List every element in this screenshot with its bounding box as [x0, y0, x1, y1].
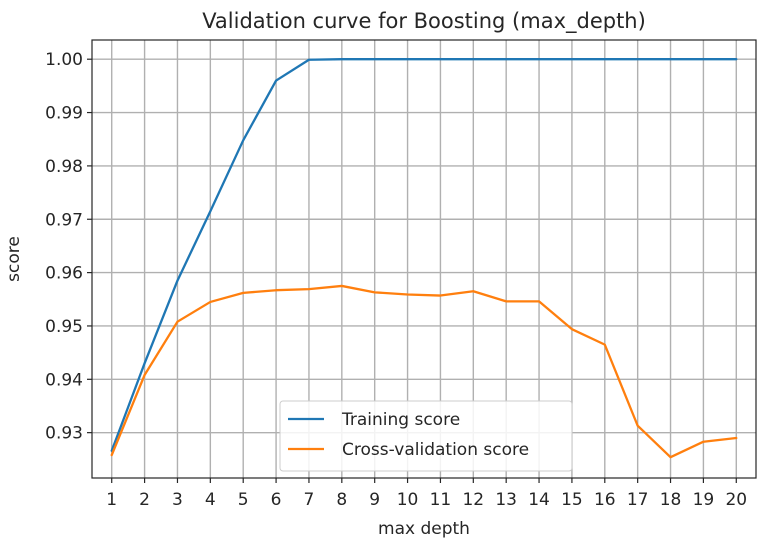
- x-tick-label: 14: [528, 490, 550, 510]
- x-tick-label: 7: [304, 490, 315, 510]
- x-tick-label: 6: [271, 490, 282, 510]
- legend-box: [279, 400, 573, 472]
- y-tick-label: 0.98: [45, 157, 83, 177]
- y-tick-label: 0.99: [45, 104, 83, 124]
- plot-frame: [91, 39, 757, 479]
- y-tick-label: 0.94: [45, 370, 83, 390]
- x-tick-label: 13: [495, 490, 517, 510]
- legend: Training score Cross-validation score: [279, 400, 573, 472]
- series-lines: [110, 58, 738, 459]
- x-tick-label: 11: [430, 490, 452, 510]
- x-tick-label: 16: [594, 490, 616, 510]
- x-axis-label: max depth: [378, 519, 470, 539]
- x-tick-label: 1: [106, 490, 117, 510]
- x-tick-label: 4: [205, 490, 216, 510]
- y-tick-label: 1.00: [45, 50, 83, 70]
- x-tick-label: 3: [172, 490, 183, 510]
- y-tick-label: 0.95: [45, 317, 83, 337]
- x-tick-label: 5: [238, 490, 249, 510]
- y-axis-label: score: [4, 236, 24, 282]
- x-tick-label: 2: [139, 490, 150, 510]
- axis-ticks: 1 2 3 4 5 6 7 8 9 10 11 12 13 14 15 16 17 18 19 200.930.940…: [45, 50, 747, 510]
- x-tick-label: 9: [369, 490, 380, 510]
- x-tick-label: 15: [561, 490, 583, 510]
- x-tick-label: 18: [660, 490, 682, 510]
- series-line-cross-validation-score: [110, 284, 738, 459]
- legend-label: Cross-validation score: [342, 440, 529, 460]
- x-tick-label: 8: [336, 490, 347, 510]
- x-tick-label: 19: [693, 490, 715, 510]
- series-line-training-score: [110, 58, 738, 452]
- x-tick-label: 10: [397, 490, 419, 510]
- y-tick-label: 0.97: [45, 210, 83, 230]
- x-tick-label: 20: [725, 490, 747, 510]
- y-tick-label: 0.93: [45, 424, 83, 444]
- x-tick-label: 12: [462, 490, 484, 510]
- x-tick-label: 17: [627, 490, 649, 510]
- y-tick-label: 0.96: [45, 264, 83, 284]
- legend-label: Training score: [341, 410, 460, 430]
- chart-title: Validation curve for Boosting (max_depth…: [202, 9, 646, 34]
